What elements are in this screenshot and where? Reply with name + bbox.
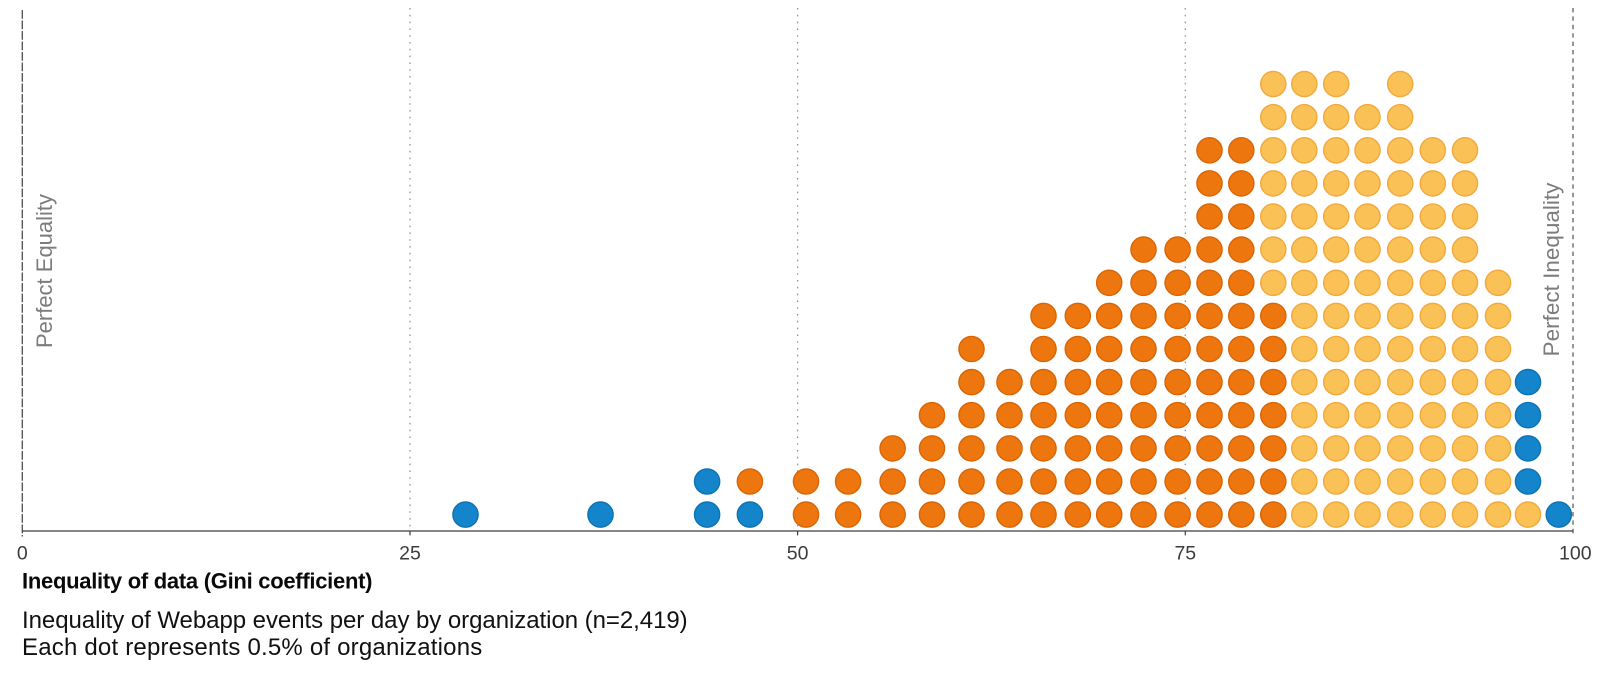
svg-text:Inequality of data (Gini coeff: Inequality of data (Gini coefficient) — [22, 569, 372, 594]
svg-text:Perfect Inequality: Perfect Inequality — [1539, 182, 1564, 357]
svg-text:0: 0 — [17, 543, 28, 565]
svg-text:75: 75 — [1174, 543, 1196, 565]
svg-text:Perfect Equality: Perfect Equality — [32, 194, 57, 348]
svg-text:25: 25 — [399, 543, 421, 565]
svg-text:Inequality of Webapp events pe: Inequality of Webapp events per day by o… — [22, 607, 688, 634]
svg-text:50: 50 — [787, 543, 809, 565]
svg-text:Each dot represents 0.5% of or: Each dot represents 0.5% of organization… — [22, 634, 482, 661]
svg-text:100: 100 — [1559, 543, 1592, 565]
